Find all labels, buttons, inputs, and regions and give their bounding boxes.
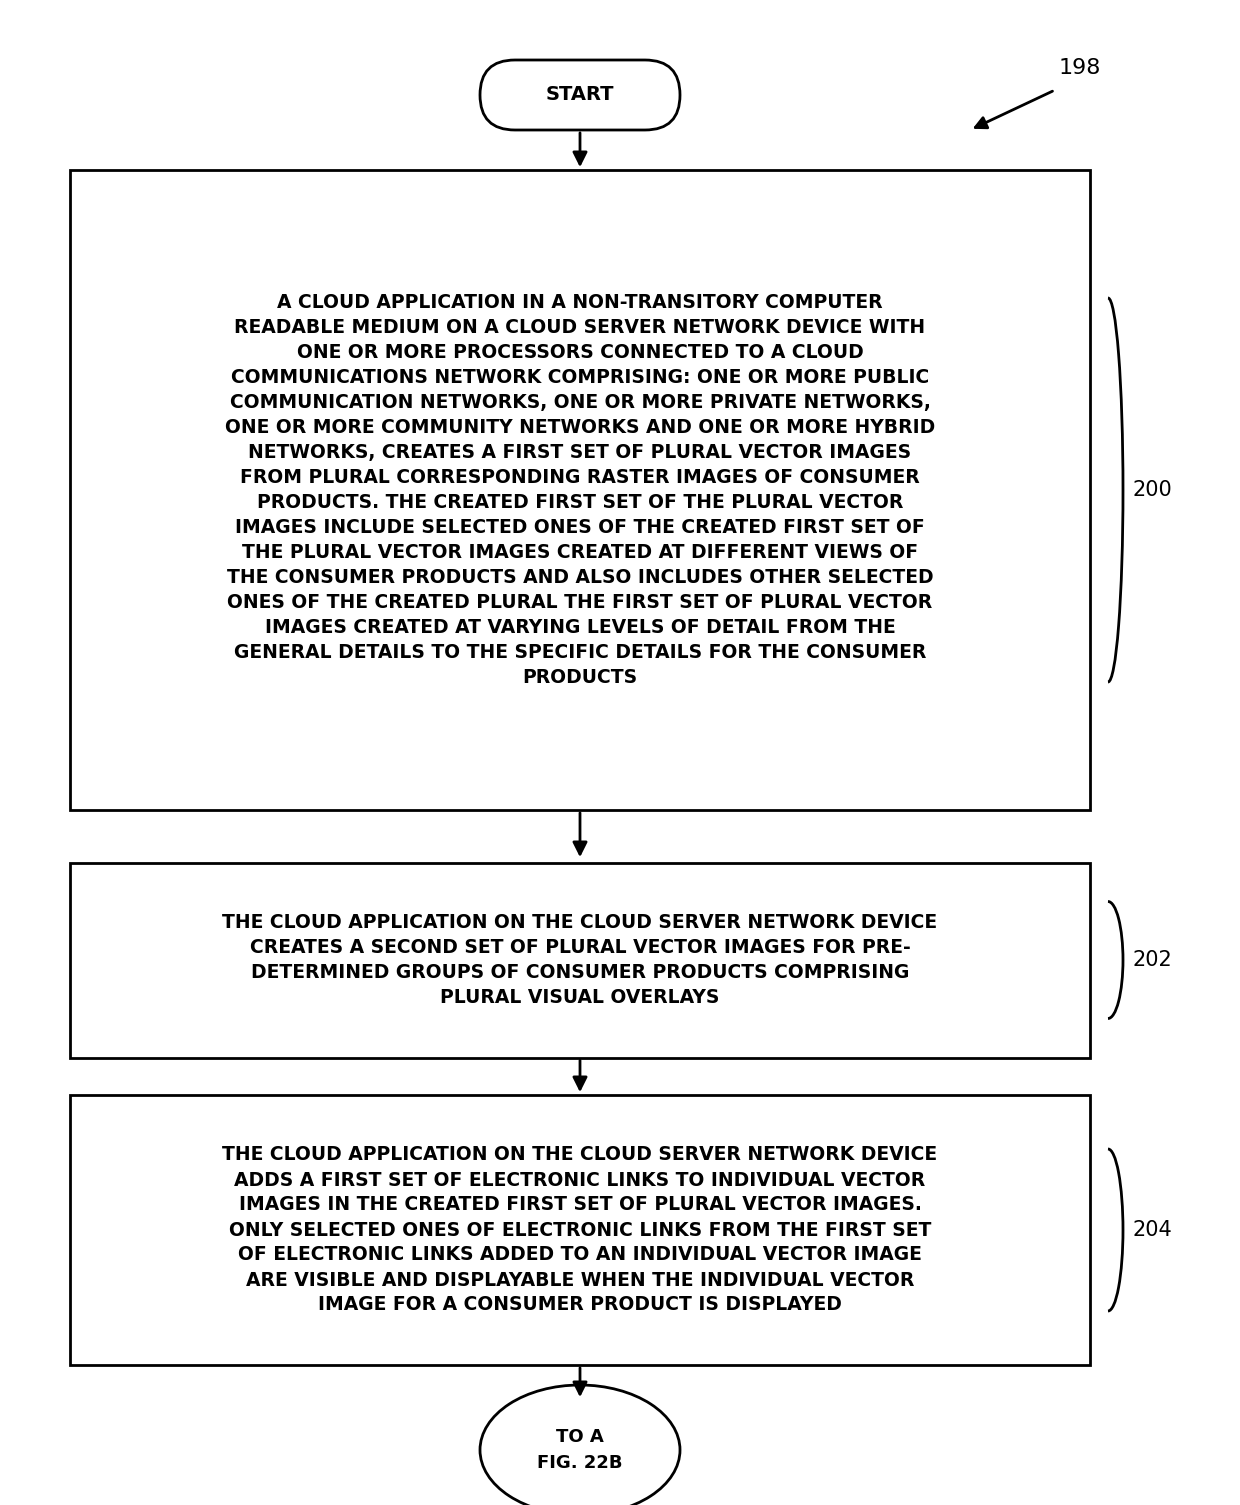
Bar <box>69 862 1090 1058</box>
Text: 204: 204 <box>1133 1221 1173 1240</box>
Text: TO A
FIG. 22B: TO A FIG. 22B <box>537 1428 622 1472</box>
Text: START: START <box>546 86 614 104</box>
Text: 200: 200 <box>1133 480 1173 500</box>
Text: THE CLOUD APPLICATION ON THE CLOUD SERVER NETWORK DEVICE
CREATES A SECOND SET OF: THE CLOUD APPLICATION ON THE CLOUD SERVE… <box>222 914 937 1007</box>
Ellipse shape <box>480 1385 680 1505</box>
Bar <box>69 170 1090 810</box>
Bar <box>69 1096 1090 1365</box>
Text: 202: 202 <box>1133 950 1173 971</box>
Text: THE CLOUD APPLICATION ON THE CLOUD SERVER NETWORK DEVICE
ADDS A FIRST SET OF ELE: THE CLOUD APPLICATION ON THE CLOUD SERVE… <box>222 1145 937 1314</box>
Text: A CLOUD APPLICATION IN A NON-TRANSITORY COMPUTER
READABLE MEDIUM ON A CLOUD SERV: A CLOUD APPLICATION IN A NON-TRANSITORY … <box>224 293 935 686</box>
FancyBboxPatch shape <box>480 60 680 129</box>
Text: 198: 198 <box>1059 59 1101 78</box>
